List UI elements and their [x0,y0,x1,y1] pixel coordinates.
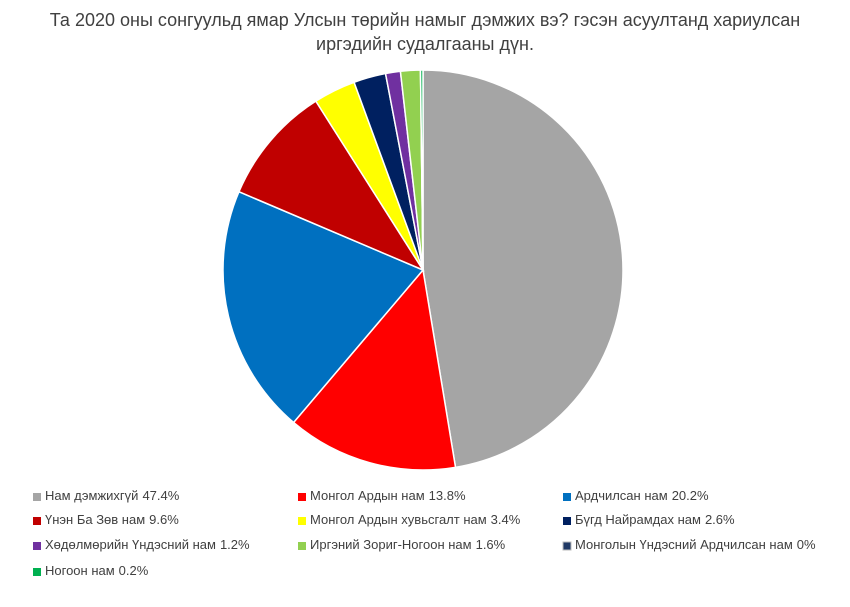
legend-swatch [298,517,306,525]
legend-name: Хөдөлмөрийн Үндэсний нам [45,537,216,552]
pie-slice [419,69,424,271]
legend-name: Иргэний Зориг-Ногоон нам [310,537,472,552]
legend-value: 0% [797,537,816,552]
legend-label: Монголын Үндэсний Ардчилсан нам 0% [575,537,816,552]
legend-swatch [298,542,306,550]
legend-name: Үнэн Ба Зөв нам [45,512,145,527]
legend-name: Ардчилсан нам [575,488,668,503]
legend-swatch [563,493,571,501]
legend-label: Хөдөлмөрийн Үндэсний нам 1.2% [45,537,250,552]
legend-name: Монгол Ардын хувьсгалт нам [310,512,487,527]
legend-label: Ногоон нам 0.2% [45,563,149,578]
legend-swatch [298,493,306,501]
legend-value: 13.8% [429,488,466,503]
legend-name: Монгол Ардын нам [310,488,425,503]
legend-name: Ногоон нам [45,563,115,578]
legend-value: 20.2% [672,488,709,503]
pie-slice [237,100,425,272]
legend-value: 1.2% [220,537,250,552]
legend-swatch [33,493,41,501]
legend-value: 2.6% [705,512,735,527]
legend-value: 1.6% [476,537,506,552]
legend-name: Нам дэмжихгүй [45,488,138,503]
legend-swatch [33,517,41,525]
legend-label: Монгол Ардын хувьсгалт нам 3.4% [310,512,521,527]
pie-slice [422,69,624,469]
legend-label: Нам дэмжихгүй 47.4% [45,488,180,503]
legend-value: 9.6% [149,512,179,527]
legend-name: Бүгд Найрамдах нам [575,512,701,527]
legend-swatch [33,568,41,576]
legend-label: Иргэний Зориг-Ногоон нам 1.6% [310,537,506,552]
legend-value: 47.4% [142,488,179,503]
legend-label: Үнэн Ба Зөв нам 9.6% [45,512,179,527]
pie-slice [292,268,457,471]
legend-value: 3.4% [491,512,521,527]
legend-label: Ардчилсан нам 20.2% [575,488,709,503]
legend-label: Монгол Ардын нам 13.8% [310,488,466,503]
chart-title: Та 2020 оны сонгуульд ямар Улсын төрийн … [49,10,801,54]
legend-label: Бүгд Найрамдах нам 2.6% [575,512,735,527]
legend-value: 0.2% [119,563,149,578]
legend-swatch [563,517,571,525]
legend-swatch [33,542,41,550]
legend-swatch [562,541,572,551]
legend-name: Монголын Үндэсний Ардчилсан нам [575,537,793,552]
